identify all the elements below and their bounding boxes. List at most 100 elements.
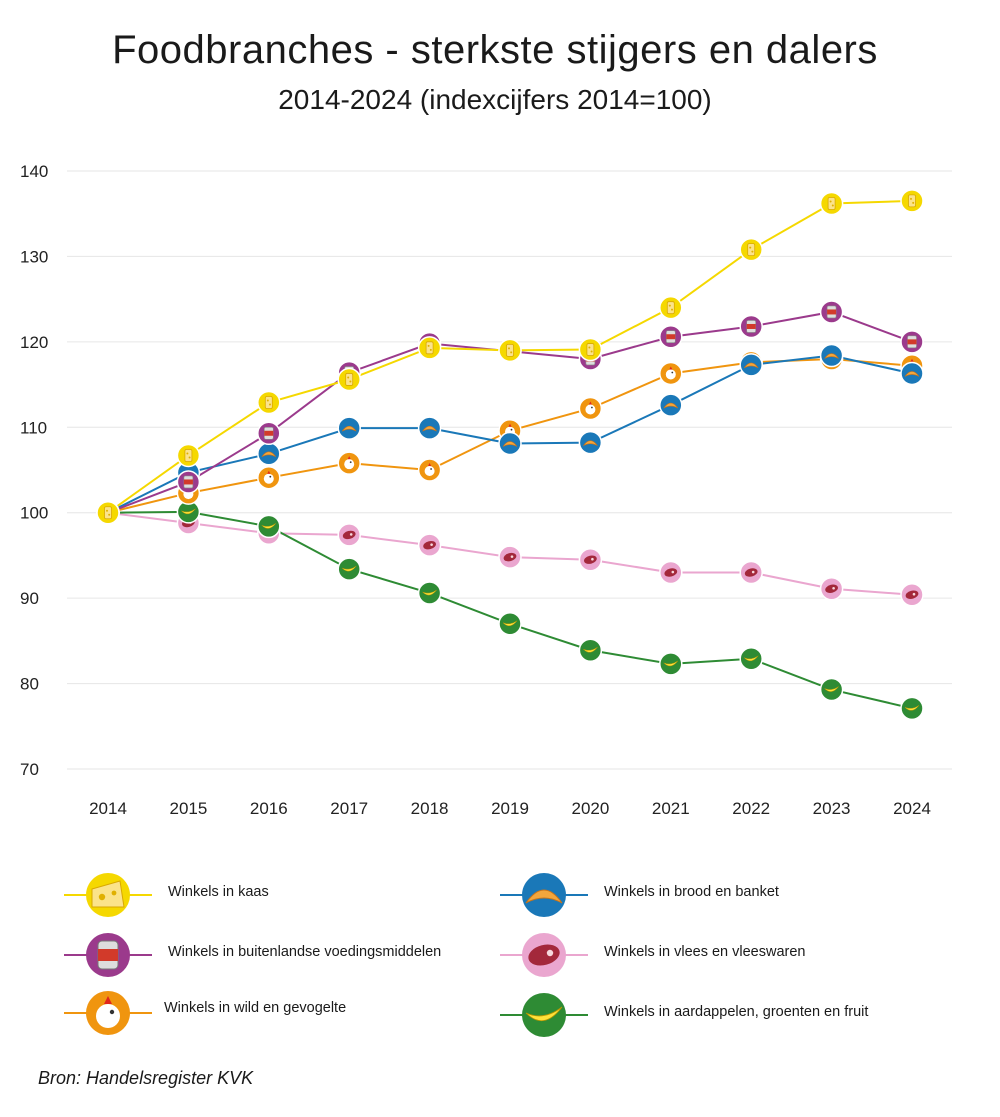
- data-point: [739, 647, 763, 671]
- cheese-hole: [671, 308, 673, 311]
- meat-bone: [751, 570, 755, 574]
- chicken-body: [665, 369, 676, 380]
- cheese-icon: [64, 873, 152, 917]
- cheese-hole: [266, 399, 269, 402]
- meat-shape: [664, 568, 678, 577]
- can-label: [827, 309, 837, 315]
- cheese-hole: [831, 204, 834, 207]
- chicken-comb: [588, 401, 592, 405]
- data-point: [739, 237, 763, 262]
- data-point: [257, 442, 281, 466]
- chicken-comb: [104, 996, 112, 1004]
- banana-shape: [663, 660, 678, 667]
- x-tick-label: 2018: [411, 799, 449, 818]
- data-point: [819, 300, 844, 324]
- cheese-hole: [186, 452, 189, 455]
- chicken-eye: [591, 406, 593, 409]
- data-point: [578, 337, 603, 362]
- chicken-eye: [349, 461, 352, 464]
- data-point: [257, 465, 281, 490]
- chicken-comb: [910, 358, 914, 362]
- banana-shape: [583, 647, 598, 653]
- chicken-body: [344, 459, 355, 470]
- meat-shape: [503, 552, 517, 562]
- chicken-eye: [430, 468, 432, 470]
- meat-shape: [825, 584, 838, 593]
- cheese-hole: [106, 509, 108, 512]
- x-tick-label: 2020: [571, 799, 609, 818]
- cheese-hole: [108, 513, 111, 516]
- can-label: [666, 334, 676, 340]
- y-tick-label: 100: [20, 504, 48, 523]
- cheese-shape: [506, 343, 514, 357]
- chicken-body: [96, 1004, 120, 1028]
- can-label: [183, 479, 193, 485]
- can-label: [746, 323, 756, 329]
- data-point: [96, 500, 120, 525]
- x-tick-label: 2024: [893, 799, 931, 818]
- x-tick-label: 2015: [169, 799, 207, 818]
- chicken-body: [263, 473, 274, 484]
- cheese-hole: [269, 403, 271, 406]
- data-point: [337, 523, 361, 547]
- data-point: [498, 545, 522, 569]
- data-point: [257, 514, 281, 539]
- data-point: [739, 314, 763, 339]
- data-point: [900, 361, 924, 386]
- data-point: [819, 576, 844, 601]
- data-point: [417, 458, 442, 482]
- banana-shape: [824, 686, 839, 692]
- cheese-hole: [668, 304, 671, 307]
- croissant-shape: [502, 441, 518, 447]
- data-point: [417, 581, 442, 605]
- chicken-comb: [267, 470, 271, 474]
- data-point: [417, 416, 442, 440]
- legend-marker: [86, 991, 130, 1035]
- x-tick-label: 2017: [330, 799, 368, 818]
- series-line: [107, 510, 913, 710]
- x-tick-label: 2014: [89, 799, 127, 818]
- data-point: [498, 612, 522, 636]
- legend-marker: [86, 873, 130, 917]
- data-point: [578, 396, 603, 421]
- banana-shape: [422, 589, 437, 596]
- chart-subtitle: 2014-2024 (indexcijfers 2014=100): [278, 84, 712, 115]
- croissant-shape: [525, 889, 563, 904]
- chicken-eye: [109, 1009, 115, 1015]
- cheese-shape: [104, 506, 112, 520]
- banana-shape: [502, 620, 518, 627]
- data-point: [659, 324, 683, 349]
- meat-shape: [342, 530, 356, 540]
- banana-shape: [744, 655, 759, 662]
- cheese-hole: [508, 347, 510, 350]
- data-point: [659, 361, 683, 386]
- cheese-shape: [827, 197, 836, 210]
- croissant-shape: [422, 425, 437, 432]
- can-label: [907, 339, 917, 345]
- cheese-hole: [427, 344, 430, 347]
- croissant-shape: [904, 371, 920, 377]
- data-point: [337, 416, 361, 440]
- data-point: [819, 677, 844, 702]
- cheese-hole: [510, 351, 513, 354]
- line-chart: 70 80 90 100 110 120 130 140 2014 2015 2016 2017 201…: [20, 162, 952, 818]
- x-tick-label: 2022: [732, 799, 770, 818]
- legend: Winkels in kaas Winkels in buitenlandse …: [0, 860, 1000, 1050]
- x-tick-label: 2019: [491, 799, 529, 818]
- x-tick-label: 2016: [250, 799, 288, 818]
- data-point: [257, 390, 281, 415]
- cheese-hole: [829, 200, 832, 203]
- meat-bone: [430, 543, 433, 546]
- data-point: [900, 582, 924, 607]
- data-point: [739, 353, 763, 377]
- cheese-shape: [747, 243, 756, 256]
- data-point: [659, 393, 683, 417]
- cheese-hole: [349, 380, 352, 383]
- croissant-shape: [583, 440, 598, 446]
- data-point: [257, 421, 281, 446]
- y-tick-label: 90: [20, 589, 39, 608]
- legend-label: Winkels in brood en banket: [604, 884, 779, 900]
- cheese-hole: [98, 893, 106, 901]
- can-label: [98, 949, 118, 961]
- legend-marker: [86, 933, 130, 977]
